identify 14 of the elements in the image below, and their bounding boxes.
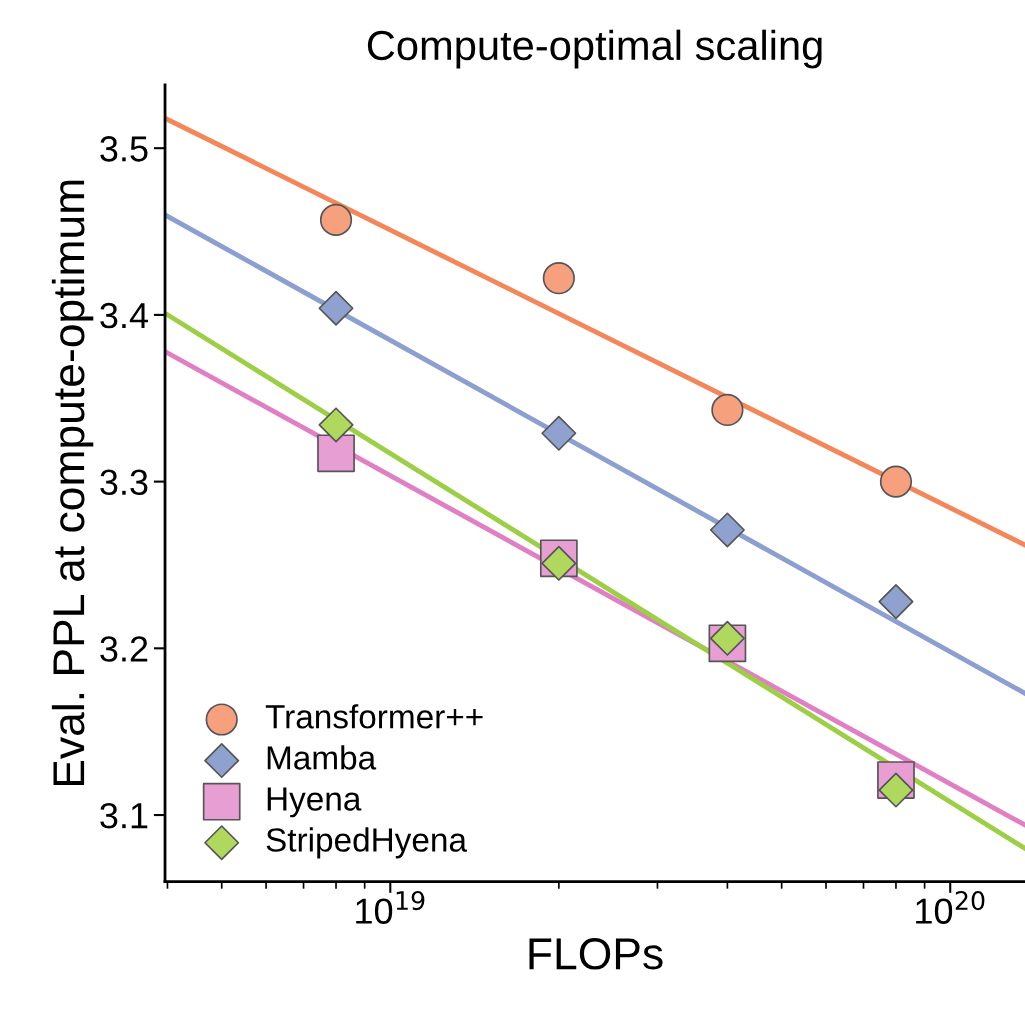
y-tick-label: 3.1 — [100, 802, 148, 829]
y-tick-label: 3.2 — [100, 636, 148, 662]
legend-label: Mamba — [267, 745, 377, 770]
x-tick-label: 10$^{20}$ — [916, 891, 985, 924]
legend-label: Hyena — [267, 787, 362, 818]
x-axis-title: FLOPs — [529, 938, 663, 970]
y-tick-label: 3.5 — [100, 136, 148, 162]
y-axis-title: Eval. PPL at compute-optimum — [51, 180, 94, 786]
y-tick-label: 3.3 — [100, 469, 148, 496]
x-tick-label: 10$^{19}$ — [356, 891, 425, 924]
y-tick-label: 3.4 — [100, 302, 148, 329]
chart-title: Compute-optimal scaling — [367, 29, 822, 69]
legend-label: Transformer++ — [265, 704, 483, 729]
legend-label: StripedHyena — [266, 827, 467, 859]
